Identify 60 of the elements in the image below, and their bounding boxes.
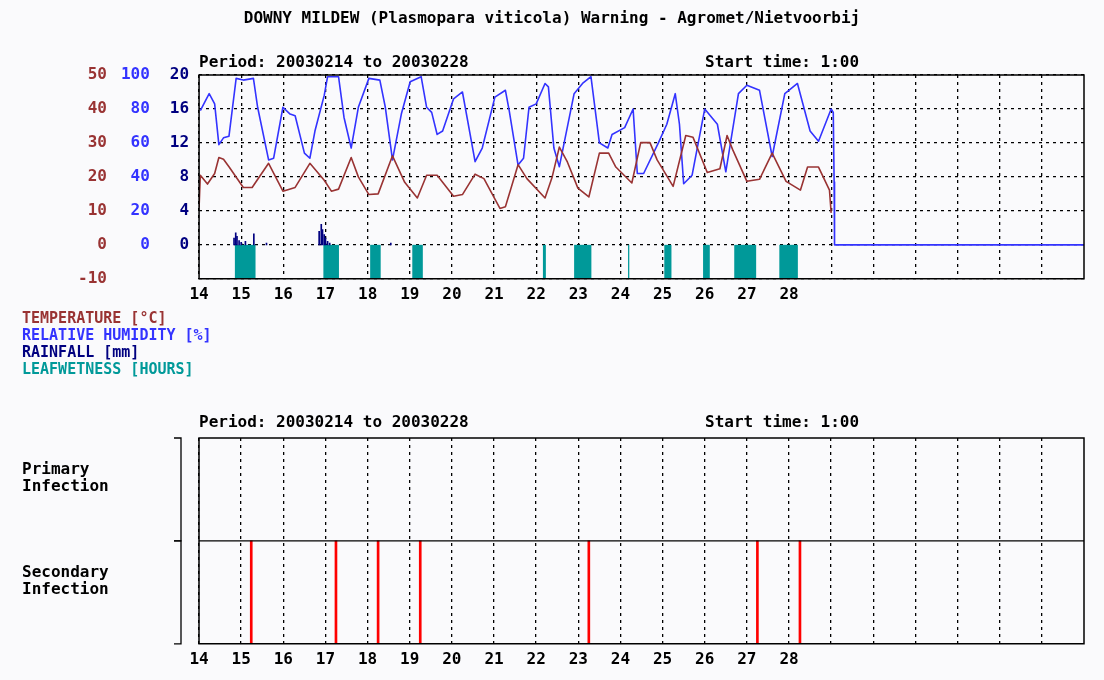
y-tick-label: 10 (87, 200, 107, 220)
chart-subtitle: Period: 20030214 to 20030228 (199, 52, 469, 71)
y-tick-label: 20 (87, 166, 107, 186)
chart-subtitle: Period: 20030214 to 20030228 (199, 412, 469, 431)
x-tick-label: 17 (315, 648, 336, 668)
x-tick-label: 26 (695, 283, 715, 303)
y3-tick-label: 16 (169, 98, 190, 118)
y3-tick-label: 8 (179, 166, 190, 186)
y-tick-label: 30 (87, 132, 107, 152)
x-tick-label: 23 (568, 283, 588, 303)
x-tick-label: 15 (231, 648, 251, 668)
x-tick-label: 17 (315, 283, 336, 303)
x-tick-label: 21 (484, 648, 504, 668)
y3-tick-label: 4 (179, 200, 190, 220)
text: TEMPERATURE [°C] (22, 309, 168, 327)
text: RELATIVE HUMIDITY [%] (22, 326, 212, 344)
y2-tick-label: 0 (140, 233, 150, 253)
x-tick-label: 22 (526, 648, 546, 668)
x-tick-label: 18 (357, 283, 378, 303)
x-tick-label: 19 (400, 283, 420, 303)
x-tick-label: 24 (610, 283, 631, 303)
x-tick-label: 21 (484, 283, 504, 303)
text: Start time: 1:00 (705, 52, 860, 71)
band-label: LEAFWETNESS [HOURS] (22, 360, 195, 378)
y-tick-label: -10 (77, 267, 107, 287)
text: Start time: 1:00 (705, 412, 860, 431)
x-tick-label: 22 (526, 283, 546, 303)
y2-tick-label: 60 (130, 132, 150, 152)
y2-tick-label: 80 (130, 98, 150, 118)
x-tick-label: 16 (273, 283, 293, 303)
x-tick-label: 25 (652, 648, 673, 668)
x-tick-label: 16 (273, 648, 293, 668)
x-tick-label: 15 (231, 283, 251, 303)
x-tick-label: 28 (779, 283, 799, 303)
x-tick-label: 23 (568, 648, 588, 668)
text: RAINFALL [mm] (22, 343, 141, 361)
chart-title: DOWNY MILDEW (Plasmopara viticola) Warning - Agromet/Nietvoorbij (242, 8, 862, 27)
x-tick-label: 24 (610, 648, 631, 668)
text: Secondary Infection (22, 561, 110, 598)
x-tick-label: 25 (652, 283, 673, 303)
y2-tick-label: 100 (120, 64, 150, 84)
x-tick-label: 20 (442, 283, 462, 303)
y-tick-label: 40 (87, 98, 107, 118)
x-tick-label: 28 (779, 648, 799, 668)
x-tick-label: 18 (357, 648, 378, 668)
y3-tick-label: 12 (169, 132, 190, 152)
x-tick-label: 14 (189, 648, 209, 668)
y-tick-label: 50 (87, 64, 107, 84)
x-tick-label: 27 (737, 648, 757, 668)
x-tick-label: 14 (189, 283, 209, 303)
y2-tick-label: 20 (130, 200, 150, 220)
x-tick-label: 27 (737, 283, 757, 303)
y3-tick-label: 0 (179, 233, 190, 253)
x-tick-label: 19 (400, 648, 420, 668)
y3-tick-label: 20 (169, 64, 190, 84)
x-tick-label: 26 (695, 648, 715, 668)
x-tick-label: 20 (442, 648, 462, 668)
y-tick-label: 0 (97, 233, 107, 253)
y2-tick-label: 40 (130, 166, 150, 186)
text: Primary Infection (22, 458, 109, 495)
